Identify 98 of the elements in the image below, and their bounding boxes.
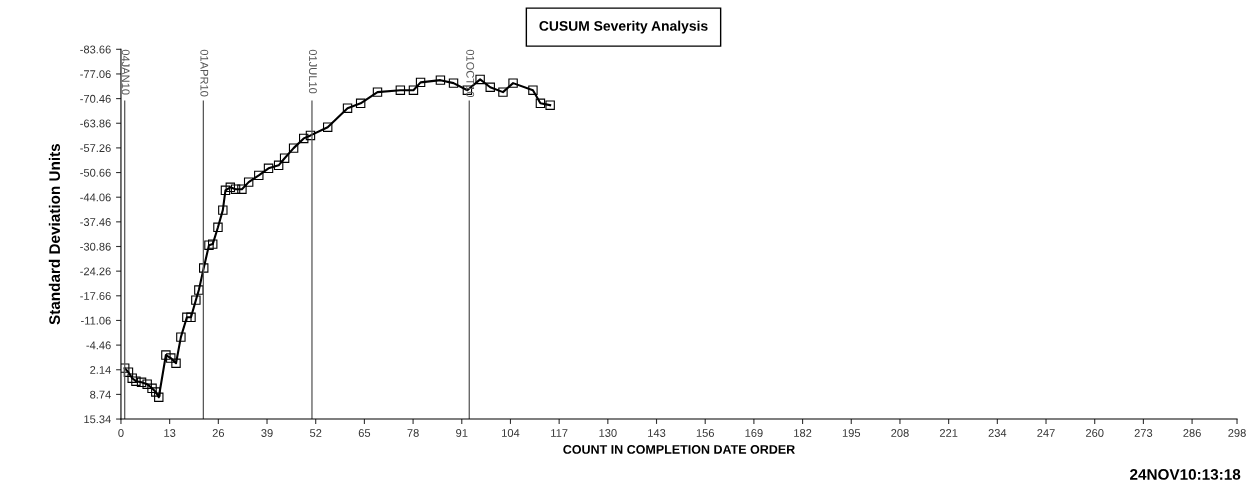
point [147,383,157,393]
point [485,82,495,92]
point [204,240,214,250]
y-tick-label: -44.06 [80,193,111,202]
point [166,353,176,363]
point [448,78,459,88]
y-tick-label: -57.26 [80,144,111,153]
text: 24NOV10:13:18 [1130,469,1241,480]
y-tick-label: -50.66 [80,168,111,177]
point [225,182,236,193]
ref-line-label: 01JUL10 [308,49,317,94]
point [123,367,134,377]
y-axis-title: Standard Deviation Units [48,143,61,325]
x-tick-label: 247 [1037,429,1055,437]
y-tick-label: -37.46 [80,218,111,226]
x-axis-title: COUNT IN COMPLETION DATE ORDER [563,445,795,454]
x-tick-label: 221 [939,429,958,437]
x-tick-label: 13 [164,429,176,437]
x-tick-label: 286 [1183,429,1201,437]
x-tick-label: 143 [648,429,666,437]
point [415,77,426,88]
point [176,332,186,342]
point [230,184,241,194]
point [154,392,164,402]
point [475,74,485,85]
point [535,98,546,109]
x-tick-label: 234 [988,429,1007,437]
point [127,373,137,383]
point [263,163,274,174]
point [142,379,152,389]
y-tick-label: -63.86 [80,119,111,128]
point [171,358,181,368]
x-tick-label: 78 [407,429,419,437]
point [194,285,204,295]
x-tick-label: 260 [1086,429,1104,437]
point [207,239,218,249]
x-tick-label: 91 [456,429,468,437]
y-tick-label: -77.06 [80,70,111,79]
point [136,377,147,388]
point [508,78,518,88]
point [237,184,247,194]
x-tick-label: 117 [551,429,568,437]
x-tick-label: 195 [842,429,861,437]
point [199,263,209,273]
y-tick-label: -30.86 [80,242,111,251]
point [131,376,141,386]
point [273,160,284,171]
ref-line-label: 04JAN10 [121,49,130,95]
point [161,350,171,360]
x-tick-label: 26 [212,429,225,437]
point [498,87,508,97]
x-tick-label: 169 [745,429,763,437]
point [322,122,333,132]
y-tick-label: -4.46 [86,341,111,350]
y-tick-label: -24.26 [80,267,111,276]
x-tick-label: 208 [891,429,909,437]
point [355,98,366,109]
x-tick-label: 39 [261,429,273,437]
y-tick-label: 15.34 [84,415,111,424]
x-tick-label: 182 [794,429,812,437]
x-tick-label: 52 [309,429,322,437]
point [342,103,353,113]
x-tick-label: 65 [358,429,371,437]
point [182,312,192,323]
point [218,205,228,215]
point [254,170,264,181]
point [151,387,161,397]
y-tick-label: -70.46 [80,94,111,103]
chart-title: CUSUM Severity Analysis [539,20,708,34]
point [186,312,196,323]
point [528,85,538,95]
point [395,85,406,95]
y-tick-label: 2.14 [90,366,111,374]
point [220,185,231,196]
x-tick-label: 298 [1228,429,1246,437]
x-tick-label: 156 [696,429,714,437]
point [435,75,446,85]
x-tick-label: 273 [1134,429,1153,437]
y-tick-label: -17.66 [80,292,111,300]
point [305,130,316,141]
x-tick-label: 0 [118,429,124,437]
x-tick-label: 104 [502,429,520,437]
y-tick-label: -11.06 [81,316,111,325]
point [545,100,555,110]
point [243,177,254,187]
point [279,153,290,163]
x-tick-label: 130 [599,429,617,437]
point [120,363,130,373]
point [372,87,383,97]
y-tick-label: -83.66 [80,45,111,54]
ref-line-label: 01OCT10 [466,49,475,98]
point [299,133,309,144]
point [408,85,419,95]
point [288,143,299,153]
point [213,222,223,233]
point [191,295,201,305]
y-tick-label: 8.74 [90,390,111,399]
ref-line-label: 01APR10 [200,49,209,97]
